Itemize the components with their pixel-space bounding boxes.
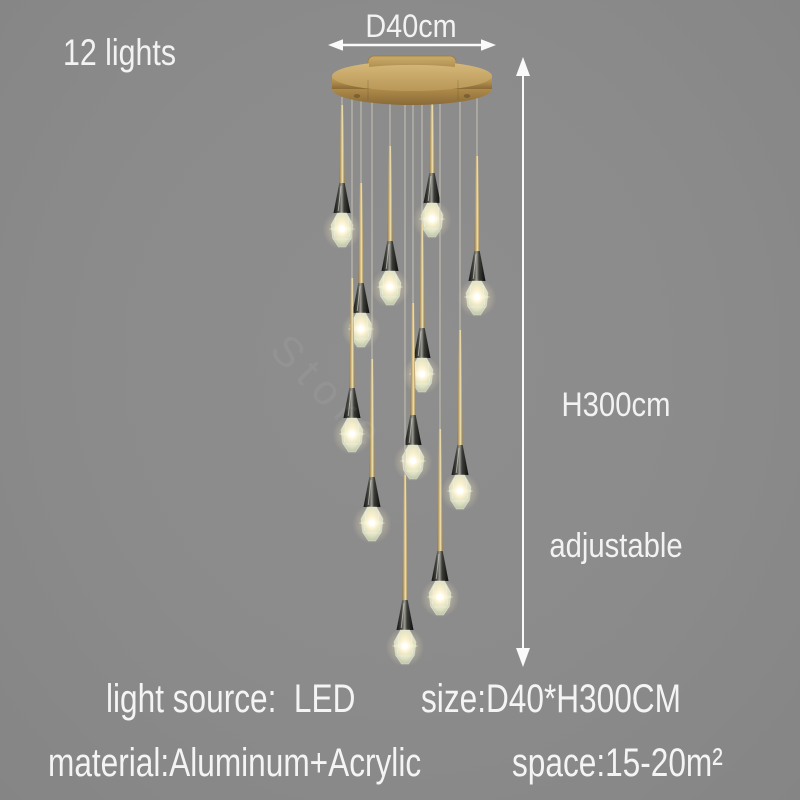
canopy-hub-top: [369, 58, 455, 67]
canopy-top: [332, 61, 492, 91]
spec-size: size:D40*H300CM: [421, 677, 681, 721]
light-core-center: [436, 593, 444, 601]
canopy-screw-left: [353, 94, 361, 98]
pendants-layer: [315, 97, 504, 674]
pendant-stem: [457, 330, 463, 445]
pendant-stem: [410, 303, 416, 415]
light-core-center: [418, 370, 426, 378]
height-adjustable-note: adjustable: [549, 527, 683, 565]
light-core-center: [428, 215, 436, 223]
pendant-stem: [474, 156, 480, 251]
pendant-light: [433, 97, 487, 519]
pendant-light: [405, 97, 459, 247]
height-arrow-top-head: [516, 57, 530, 76]
pendant-light: [413, 97, 467, 625]
pendant-light: [378, 97, 432, 674]
pendant-light: [334, 97, 388, 357]
light-core-center: [348, 430, 356, 438]
pendant-light: [386, 97, 440, 489]
pendant-light: [450, 97, 504, 325]
light-core-center: [386, 283, 394, 291]
pendant-light: [325, 97, 379, 462]
pendant-stem: [339, 105, 345, 183]
spec-material: material:Aluminum+Acrylic: [48, 741, 422, 785]
spec-light-source: light source: LED: [106, 677, 356, 721]
pendant-stem: [419, 223, 425, 328]
pendant-stem: [437, 429, 443, 551]
pendant-light: [363, 97, 417, 315]
ceiling-canopy: [332, 55, 492, 105]
pendant-stem: [387, 146, 393, 241]
pendant-light: [345, 97, 399, 551]
canopy-screw-right: [463, 94, 471, 98]
diameter-arrow-left-head: [328, 39, 343, 51]
pendant-stem: [429, 98, 435, 173]
diameter-arrow-right-head: [481, 39, 496, 51]
light-core-center: [409, 457, 417, 465]
light-core-center: [473, 293, 481, 301]
pendant-stem: [358, 183, 364, 283]
height-label: H300cm adjustable: [530, 288, 702, 664]
height-value: H300cm: [561, 386, 671, 424]
height-arrow: [516, 57, 530, 667]
lights-count-label: 12 lights: [63, 32, 177, 73]
light-core-center: [368, 519, 376, 527]
pendant-stem: [402, 475, 408, 600]
pendant-stem: [349, 278, 355, 388]
diameter-arrow: [328, 39, 496, 51]
pendant-light: [395, 97, 449, 402]
pendant-light: [315, 97, 369, 257]
spec-space: space:15-20m²: [512, 741, 723, 785]
light-core-center: [357, 325, 365, 333]
light-core-center: [338, 225, 346, 233]
light-core-center: [456, 487, 464, 495]
light-core-center: [401, 642, 409, 650]
diameter-label: D40cm: [365, 8, 457, 44]
pendant-stem: [369, 359, 375, 477]
height-arrow-bottom-head: [516, 648, 530, 667]
